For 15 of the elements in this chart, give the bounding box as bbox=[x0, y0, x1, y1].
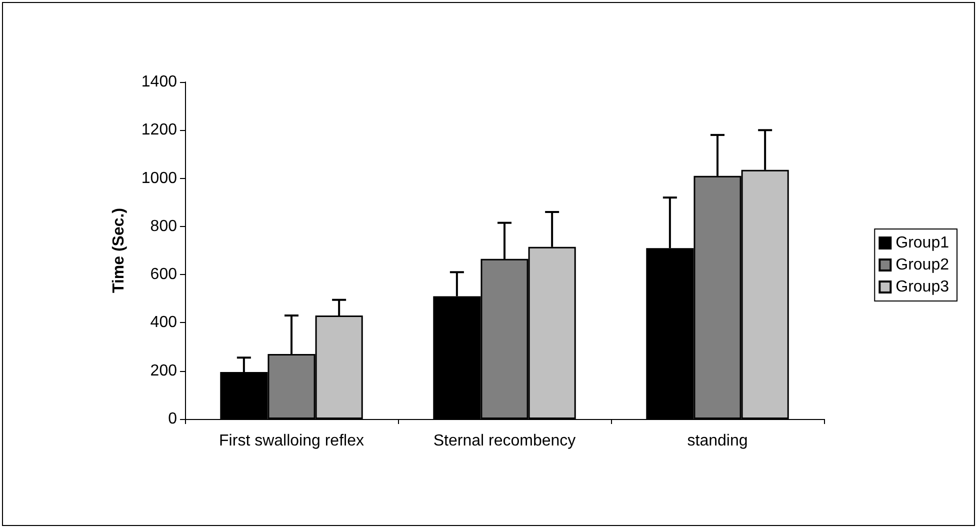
y-tick-label: 600 bbox=[150, 266, 178, 284]
legend-label: Group2 bbox=[896, 256, 950, 274]
y-tick-label: 0 bbox=[168, 410, 178, 428]
x-tick-label: standing bbox=[687, 432, 748, 450]
y-tick-label: 1000 bbox=[141, 170, 178, 187]
y-tick-label: 800 bbox=[150, 218, 178, 235]
y-tick-label: 1400 bbox=[141, 74, 178, 90]
legend-label: Group1 bbox=[896, 234, 950, 252]
y-tick-label: 400 bbox=[150, 314, 178, 332]
y-tick-label: 200 bbox=[150, 362, 178, 380]
y-axis-title: Time (Sec.) bbox=[110, 208, 128, 294]
legend-label: Group3 bbox=[896, 278, 950, 296]
x-tick-label: First swalloing reflex bbox=[219, 432, 364, 450]
y-tick-label: 1200 bbox=[141, 122, 178, 139]
x-tick-label: Sternal recombency bbox=[433, 432, 576, 450]
